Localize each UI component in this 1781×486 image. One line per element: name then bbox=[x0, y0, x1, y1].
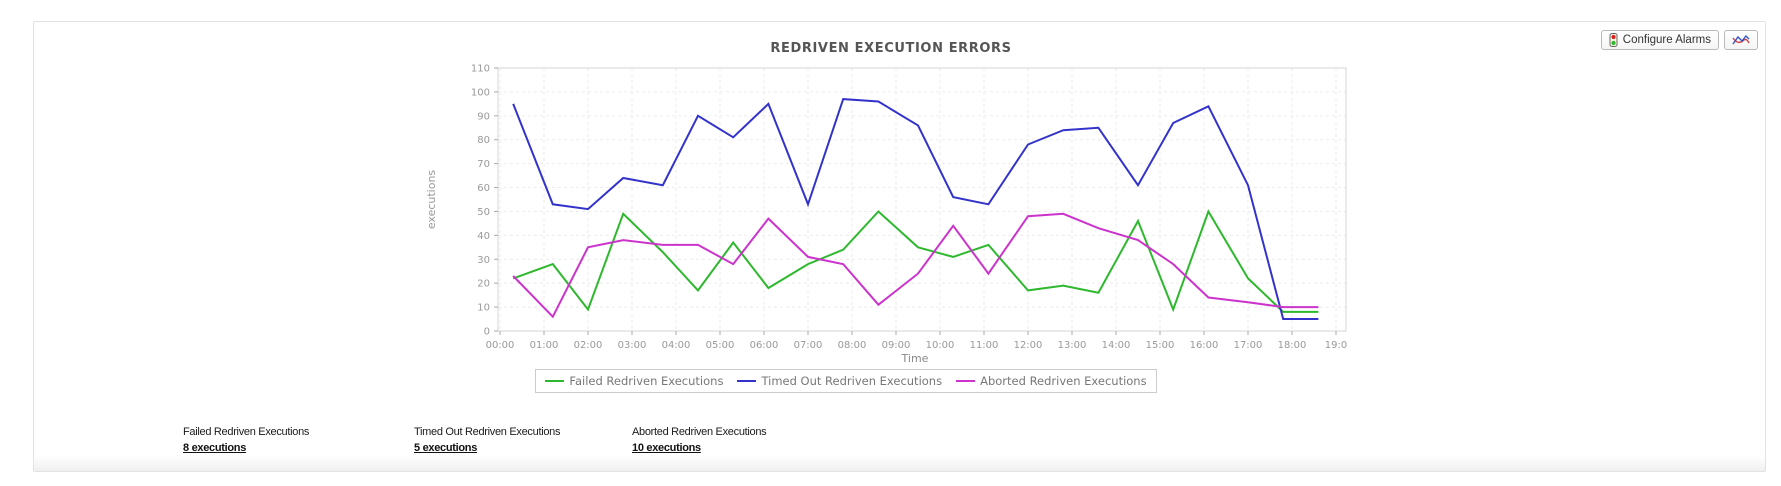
y-tick-label: 60 bbox=[477, 183, 490, 194]
x-tick-label: 02:00 bbox=[574, 340, 603, 351]
x-tick-label: 13:00 bbox=[1058, 340, 1087, 351]
x-axis-title: Time bbox=[901, 352, 929, 365]
chart-options-button[interactable] bbox=[1724, 30, 1758, 50]
series-line-failed-redriven-executions[interactable] bbox=[512, 209, 1319, 313]
x-tick-label: 08:00 bbox=[838, 340, 867, 351]
x-tick-label: 05:00 bbox=[706, 340, 735, 351]
y-tick-label: 70 bbox=[477, 159, 490, 170]
y-tick-label: 110 bbox=[471, 64, 490, 75]
x-tick-label: 18:00 bbox=[1278, 340, 1307, 351]
x-tick-label: 04:00 bbox=[662, 340, 691, 351]
stat-value-link[interactable]: 10 executions bbox=[632, 442, 701, 454]
chart-canvas: 0 10 20 30 40 50 60 70 80 90 100 110 00:00 01:00 02:00… bbox=[425, 64, 1347, 366]
y-tick-label: 100 bbox=[471, 87, 490, 98]
legend-label-timed-out: Timed Out Redriven Executions bbox=[761, 374, 943, 388]
legend-swatch-timed-out bbox=[737, 380, 757, 382]
configure-alarms-label: Configure Alarms bbox=[1622, 34, 1711, 46]
chart-widget: REDRIVEN EXECUTION ERRORS 0 10 20 30 40 50 60 7… bbox=[421, 41, 1361, 401]
traffic-light-icon bbox=[1609, 33, 1618, 47]
legend-label-failed: Failed Redriven Executions bbox=[569, 374, 724, 388]
legend-item-failed: Failed Redriven Executions bbox=[545, 374, 723, 388]
stat-timed-out-executions: Timed Out Redriven Executions 5 executio… bbox=[414, 426, 560, 456]
x-tick-label: 14:00 bbox=[1102, 340, 1131, 351]
line-chart-icon bbox=[1732, 34, 1750, 47]
stat-value-link[interactable]: 8 executions bbox=[183, 442, 247, 454]
x-tick-label: 12:00 bbox=[1014, 340, 1043, 351]
y-axis-title: executions bbox=[425, 170, 438, 230]
x-tick-label: 06:00 bbox=[750, 340, 779, 351]
y-tick-label: 10 bbox=[477, 303, 490, 314]
y-tick-label: 90 bbox=[477, 111, 490, 122]
chart-legend: Failed Redriven Executions Timed Out Red… bbox=[421, 369, 1271, 393]
x-tick-label: 01:00 bbox=[530, 340, 559, 351]
y-tick-label: 0 bbox=[484, 327, 490, 338]
x-tick-label: 00:00 bbox=[486, 340, 515, 351]
legend-swatch-aborted bbox=[956, 380, 976, 382]
widget-card: Configure Alarms REDRIVEN EXECUTION ERRO… bbox=[33, 21, 1766, 472]
stat-aborted-executions: Aborted Redriven Executions 10 execution… bbox=[632, 426, 767, 456]
x-tick-label: 11:00 bbox=[970, 340, 999, 351]
y-tick-label: 20 bbox=[477, 279, 490, 290]
y-tick-label: 50 bbox=[477, 207, 490, 218]
y-tick-label: 80 bbox=[477, 135, 490, 146]
widget-toolbar: Configure Alarms bbox=[1600, 30, 1758, 50]
series-line-timed-out-redriven-executions[interactable] bbox=[512, 98, 1319, 320]
x-tick-label: 15:00 bbox=[1146, 340, 1175, 351]
legend-swatch-failed bbox=[545, 380, 565, 382]
chart-title: REDRIVEN EXECUTION ERRORS bbox=[770, 41, 1012, 56]
legend-label-aborted: Aborted Redriven Executions bbox=[980, 374, 1147, 388]
legend-item-timed-out: Timed Out Redriven Executions bbox=[737, 374, 942, 388]
stat-label: Timed Out Redriven Executions bbox=[414, 426, 561, 438]
configure-alarms-button[interactable]: Configure Alarms bbox=[1600, 30, 1719, 50]
x-tick-label: 19:0 bbox=[1325, 340, 1347, 351]
x-tick-label: 09:00 bbox=[882, 340, 911, 351]
legend-item-aborted: Aborted Redriven Executions bbox=[956, 374, 1147, 388]
x-tick-label: 07:00 bbox=[794, 340, 823, 351]
x-tick-label: 16:00 bbox=[1190, 340, 1219, 351]
plot-border bbox=[497, 67, 1347, 332]
stat-value-link[interactable]: 5 executions bbox=[414, 442, 478, 454]
y-tick-label: 30 bbox=[477, 255, 490, 266]
legend-box: Failed Redriven Executions Timed Out Red… bbox=[535, 369, 1157, 393]
y-tick-label: 40 bbox=[477, 231, 490, 242]
x-tick-label: 17:00 bbox=[1234, 340, 1263, 351]
x-tick-label: 03:00 bbox=[618, 340, 647, 351]
stat-label: Failed Redriven Executions bbox=[183, 426, 310, 438]
series-line-aborted-redriven-executions[interactable] bbox=[512, 212, 1319, 319]
x-tick-label: 10:00 bbox=[926, 340, 955, 351]
stat-label: Aborted Redriven Executions bbox=[632, 426, 767, 438]
stat-failed-executions: Failed Redriven Executions 8 executions bbox=[183, 426, 309, 456]
stats-row: Failed Redriven Executions 8 executions … bbox=[34, 426, 1765, 466]
